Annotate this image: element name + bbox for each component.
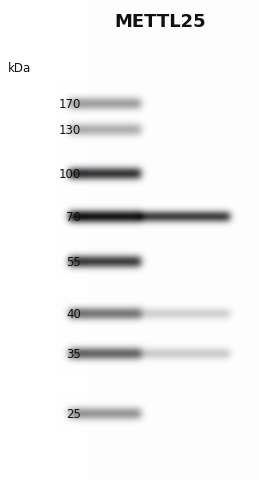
Text: 40: 40 bbox=[66, 308, 81, 321]
Text: 25: 25 bbox=[66, 408, 81, 420]
Text: 170: 170 bbox=[59, 98, 81, 111]
Text: 55: 55 bbox=[66, 256, 81, 269]
Text: METTL25: METTL25 bbox=[115, 13, 206, 31]
Text: 35: 35 bbox=[66, 348, 81, 361]
Text: 130: 130 bbox=[59, 124, 81, 137]
Text: kDa: kDa bbox=[8, 61, 31, 74]
Text: 70: 70 bbox=[66, 211, 81, 224]
Text: 100: 100 bbox=[59, 168, 81, 181]
